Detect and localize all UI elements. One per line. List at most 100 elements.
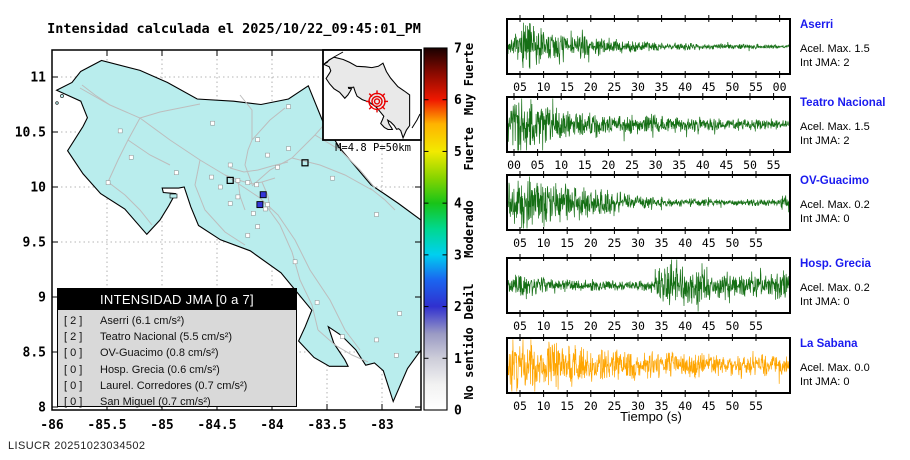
intensity-jma-label: Int JMA: 2 — [800, 57, 850, 69]
time-tick-label: 35 — [655, 80, 669, 94]
time-tick-label: 30 — [631, 319, 645, 333]
time-tick-label: 40 — [678, 319, 692, 333]
time-tick-label: 15 — [560, 236, 574, 250]
legend-item: [ 0 ] Laurel. Corredores (0.7 cm/s²) — [64, 380, 290, 396]
station-name-label: La Sabana — [800, 338, 858, 350]
time-tick-label: 55 — [749, 399, 763, 413]
intensity-legend: INTENSIDAD JMA [0 a 7] [ 2 ] Aserri (6.1 … — [57, 288, 297, 408]
station-marker — [254, 182, 259, 188]
y-tick-label: 8 — [38, 401, 46, 416]
station-marker — [265, 202, 270, 207]
acceleration-max-label: Acel. Max. 1.5 — [800, 43, 870, 55]
time-tick-label: 10 — [537, 236, 551, 250]
colorbar-number: 2 — [454, 300, 462, 315]
x-tick-label: -83 — [370, 418, 393, 433]
x-tick-label: -84.5 — [197, 418, 236, 433]
station-name-label: Aserri — [800, 19, 834, 31]
y-tick-label: 10.5 — [15, 126, 46, 141]
waveform-trace — [507, 176, 790, 229]
intensity-jma-label: Int JMA: 0 — [800, 376, 850, 388]
station-marker — [245, 180, 251, 185]
intensity-jma-label: Int JMA: 2 — [800, 135, 850, 147]
time-tick-label: 35 — [655, 399, 669, 413]
legend-items: [ 2 ] Aserri (6.1 cm/s²) [ 2 ] Teatro Nacio… — [58, 310, 296, 412]
station-marker — [226, 176, 234, 184]
acceleration-max-label: Acel. Max. 0.0 — [800, 362, 870, 374]
time-tick-label: 35 — [672, 158, 686, 172]
station-marker — [245, 233, 251, 238]
legend-item: [ 0 ] San Miguel (0.7 cm/s²) — [64, 396, 290, 412]
station-marker — [397, 311, 402, 316]
watermark-text: LISUCR 20251023034502 — [8, 440, 146, 452]
time-tick-label: 05 — [513, 236, 527, 250]
time-tick-label: 05 — [513, 80, 527, 94]
magnitude-depth-caption: M=4.8 P=50km — [335, 142, 411, 154]
time-tick-label: 50 — [725, 319, 739, 333]
seismogram-panel-hosp-grecia: 05 10 15 20 25 30 35 40 45 50 55 — [506, 254, 791, 333]
station-marker — [128, 155, 134, 160]
station-marker — [209, 174, 214, 180]
legend-item-label: San Miguel (0.7 cm/s²) — [100, 395, 211, 408]
station-marker — [235, 178, 241, 183]
time-tick-label: 15 — [578, 158, 592, 172]
time-tick-label: 20 — [584, 319, 598, 333]
x-tick-label: -85.5 — [87, 418, 126, 433]
station-marker — [263, 206, 268, 212]
time-tick-label: 25 — [625, 158, 639, 172]
legend-item: [ 0 ] Hosp. Grecia (0.6 cm/s²) — [64, 364, 290, 380]
x-tick-label: -83.5 — [307, 418, 346, 433]
inset-locator-map — [322, 49, 422, 141]
waveform-trace — [507, 22, 790, 69]
time-tick-label: 40 — [678, 399, 692, 413]
time-tick-label: 10 — [537, 319, 551, 333]
time-tick-label: 05 — [513, 319, 527, 333]
station-marker — [256, 201, 264, 209]
acceleration-max-label: Acel. Max. 1.5 — [800, 121, 870, 133]
station-marker — [218, 184, 223, 190]
station-marker — [105, 180, 111, 185]
station-marker — [255, 137, 260, 142]
time-tick-label: 05 — [531, 158, 545, 172]
time-tick-label: 40 — [678, 80, 692, 94]
y-tick-label: 8.5 — [23, 346, 46, 361]
time-tick-label: 15 — [560, 319, 574, 333]
station-marker — [255, 224, 260, 229]
time-tick-label: 10 — [537, 80, 551, 94]
acceleration-max-label: Acel. Max. 0.2 — [800, 199, 870, 211]
time-tick-label: 55 — [749, 319, 763, 333]
station-marker — [314, 300, 320, 305]
map-y-axis-labels: 11 10.5 10 9.5 9 8.5 8 — [15, 71, 46, 416]
time-tick-label: 00 — [507, 158, 521, 172]
station-marker — [286, 104, 291, 109]
station-marker — [259, 191, 267, 199]
time-tick-label: 50 — [725, 399, 739, 413]
legend-item-intensity: [ 2 ] — [64, 315, 83, 327]
colorbar-category-label: Moderado — [462, 200, 476, 258]
time-tick-label: 05 — [513, 399, 527, 413]
legend-item: [ 2 ] Aserri (6.1 cm/s²) — [64, 315, 290, 331]
seismogram-panel-ov-guacimo: 05 10 15 20 25 30 35 40 45 50 55 — [506, 171, 791, 250]
station-marker — [286, 146, 291, 151]
y-tick-label: 9.5 — [23, 236, 46, 251]
time-tick-label: 30 — [631, 80, 645, 94]
waveform-trace — [507, 339, 790, 392]
time-tick-label: 30 — [631, 399, 645, 413]
station-marker — [374, 212, 379, 217]
time-tick-label: 15 — [560, 80, 574, 94]
station-marker — [394, 353, 399, 358]
map-border — [51, 49, 422, 411]
time-tick-label: 55 — [767, 158, 781, 172]
costa-rica-map: -86 -85.5 -85 -84.5 -84 -83.5 -83 1110.5109.59… — [15, 42, 476, 434]
colorbar-number: 0 — [454, 404, 462, 419]
colorbar-category-label: Debil — [462, 283, 476, 319]
time-tick-label: 50 — [725, 80, 739, 94]
colorbar-number: 4 — [454, 197, 462, 212]
station-marker — [174, 170, 179, 175]
seismogram-panel-la-sabana: 05 10 15 20 25 30 35 40 45 50 55 — [506, 334, 791, 413]
station-marker — [340, 334, 345, 339]
time-tick-label: 15 — [560, 399, 574, 413]
station-marker — [275, 164, 280, 170]
map-x-axis-labels: -86 -85.5 -85 -84.5 -84 -83.5 -83 — [40, 418, 393, 433]
waveform-trace — [507, 98, 790, 151]
colorbar-number: 3 — [454, 248, 462, 263]
